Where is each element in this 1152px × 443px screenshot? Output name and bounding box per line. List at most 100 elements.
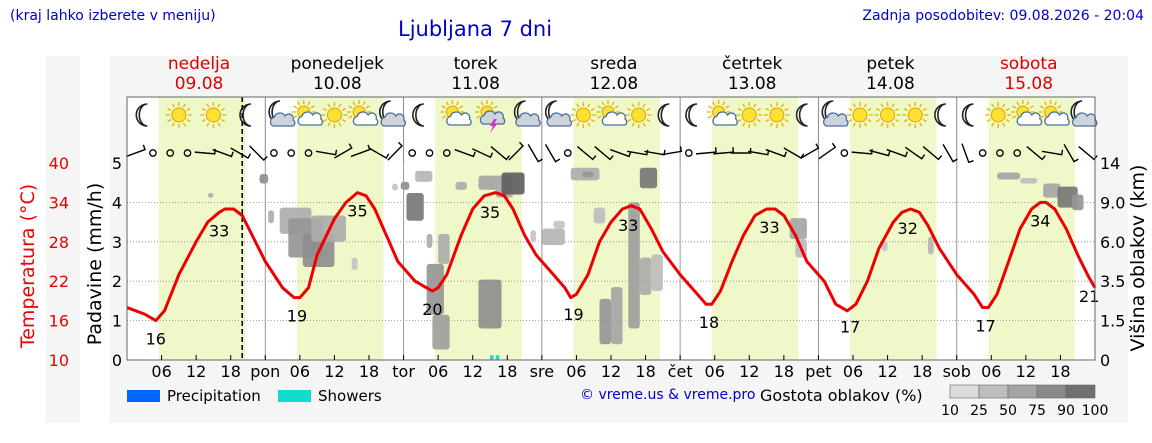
x-tick-label: 12 <box>877 362 897 381</box>
cloud-cell <box>639 257 652 295</box>
moon-cloud-icon <box>544 100 572 127</box>
cloud-height-tick-label: 9.0 <box>1100 193 1125 212</box>
calm-wind-marker <box>442 149 451 157</box>
sun-icon <box>874 102 901 128</box>
x-tick-label: 12 <box>601 362 621 381</box>
precip-tick-label: 1 <box>112 312 122 331</box>
cloud-height-tick-label: 6.0 <box>1100 233 1125 252</box>
wind-barb <box>696 147 717 155</box>
x-tick-label: 18 <box>912 362 932 381</box>
copyright-link[interactable]: © vreme.us & vreme.pro <box>580 387 756 403</box>
cloud-height-tick-label: 3.5 <box>1100 272 1125 291</box>
legend-swatch <box>127 390 160 402</box>
wind-barb <box>527 143 543 163</box>
x-tick-label: 06 <box>705 362 725 381</box>
wind-barb <box>922 146 943 161</box>
cloud-cell <box>259 174 269 184</box>
temperature-value-label: 33 <box>209 221 229 240</box>
cloud-density-swatch <box>1007 384 1038 399</box>
shower-bar <box>495 355 500 360</box>
wind-barb <box>454 148 476 158</box>
sun-cloud-icon <box>1010 100 1043 126</box>
legend-label: Showers <box>318 387 382 405</box>
cloud-cell <box>651 254 663 292</box>
sun-thunder-icon <box>475 100 506 133</box>
moon-cloud-icon <box>379 100 407 127</box>
showers-bars <box>490 355 500 360</box>
wind-barb <box>869 149 891 157</box>
temperature-value-label: 35 <box>347 202 367 221</box>
wind-barb <box>904 146 926 160</box>
temperature-tick-label: 22 <box>49 272 69 291</box>
calm-wind-marker <box>408 149 417 157</box>
wind-barb <box>1041 149 1064 156</box>
day-name: nedelja <box>168 54 230 74</box>
wind-barb <box>508 141 524 161</box>
cloud-cell <box>501 172 525 195</box>
temperature-value-label: 33 <box>759 218 779 237</box>
cloud-cell <box>406 192 424 221</box>
temperature-tick-label: 28 <box>49 233 69 252</box>
temperature-tick-label: 34 <box>49 193 69 212</box>
day-name: petek <box>866 54 914 74</box>
temperature-tick-label: 16 <box>49 312 69 331</box>
x-tick-label: 18 <box>635 362 655 381</box>
x-tick-label: 06 <box>290 362 310 381</box>
x-tick-label: 12 <box>1016 362 1036 381</box>
cloud-cell <box>553 220 565 229</box>
legend: Precipitation Showers <box>127 387 382 405</box>
day-name: ponedeljek <box>291 54 385 74</box>
calm-wind-marker <box>166 149 175 157</box>
cloud-cell <box>593 207 606 224</box>
wind-barb <box>1063 143 1079 163</box>
wind-barb <box>610 148 632 158</box>
precip-tick-label: 4 <box>112 193 122 212</box>
temperature-value-label: 20 <box>422 300 442 319</box>
temperature-value-label: 19 <box>563 305 583 324</box>
day-name: sreda <box>590 54 637 74</box>
cloud-density-swatch <box>978 384 1009 399</box>
wind-barb <box>471 148 494 159</box>
sun-cloud-icon <box>596 100 628 126</box>
cloud-cell <box>478 279 502 329</box>
sun-cloud-icon <box>1038 100 1070 126</box>
x-tick-label: 18 <box>1050 362 1070 381</box>
cloud-cell <box>927 236 934 255</box>
temperature-value-label: 19 <box>287 307 307 326</box>
cloud-cell <box>392 183 398 191</box>
sun-icon <box>165 102 192 128</box>
day-date: 14.08 <box>866 74 915 94</box>
wind-barbs <box>126 141 1098 164</box>
wind-barb <box>765 148 787 158</box>
icon-day-separators <box>264 97 958 163</box>
x-tick-label: pet <box>805 362 831 381</box>
calm-wind-marker <box>287 149 296 157</box>
cloud-density-tick: 90 <box>1057 403 1075 419</box>
daylight-band <box>850 163 937 360</box>
wind-barb <box>315 149 338 156</box>
x-tick-label: 12 <box>186 362 206 381</box>
region-hint[interactable]: (kraj lahko izberete v meniju) <box>10 8 216 24</box>
x-tick-label: sob <box>943 362 971 381</box>
cloud-cell <box>400 181 410 190</box>
x-tick-label: 18 <box>774 362 794 381</box>
moon-cloud-icon <box>513 100 541 127</box>
shower-bar <box>490 355 494 360</box>
x-tick-label: sre <box>530 362 554 381</box>
cloud-height-axis: 0 1.5 3.5 6.0 9.0 14 <box>1100 154 1125 370</box>
cloud-density-swatch <box>1036 384 1067 399</box>
calm-wind-marker <box>563 149 572 157</box>
cloud-density-tick: 25 <box>970 403 988 419</box>
wind-barb <box>818 142 837 160</box>
wind-barb <box>334 143 353 159</box>
cloud-density-swatch <box>1065 384 1096 399</box>
cloud-height-tick-label: 1.5 <box>1100 312 1125 331</box>
calm-wind-marker <box>270 149 278 157</box>
cloud-cell <box>351 257 358 271</box>
sun-cloud-icon <box>347 100 379 126</box>
sun-icon <box>625 102 652 128</box>
calm-wind-marker <box>149 149 157 157</box>
calm-wind-marker <box>425 149 434 157</box>
x-tick-label: 18 <box>221 362 241 381</box>
